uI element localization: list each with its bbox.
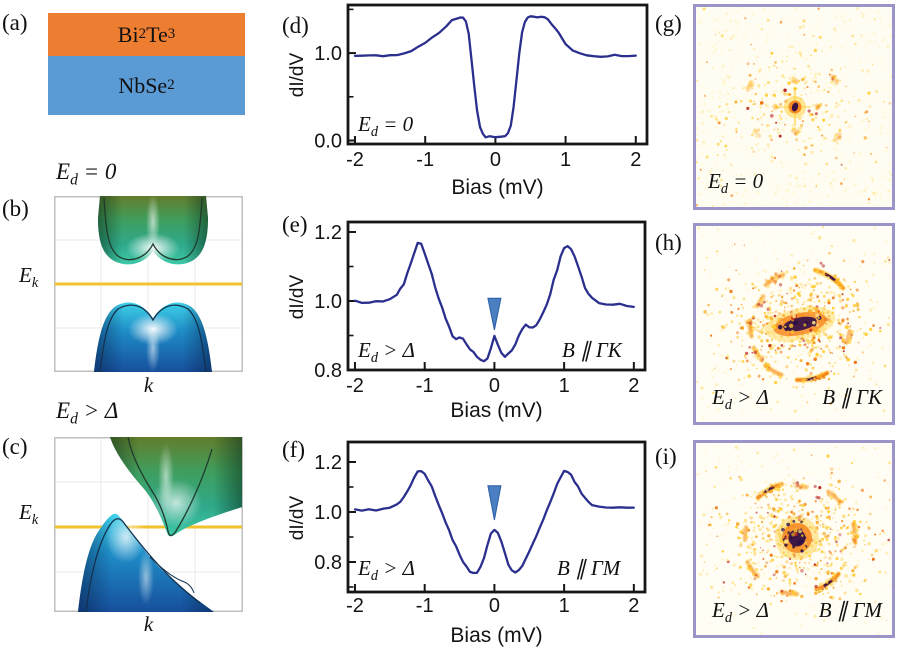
svg-text:Bias (mV): Bias (mV)	[451, 176, 543, 199]
bi2te3-layer: Bi 2 Te 3	[48, 13, 245, 56]
tilted-conduction-band	[110, 436, 242, 537]
zero-bias-arrow	[487, 297, 502, 331]
panel-label-d: (d)	[282, 13, 309, 38]
panel-b-ylabel: Ek	[19, 263, 39, 292]
band-diagram-b	[54, 194, 243, 373]
svg-text:0: 0	[490, 149, 501, 171]
didv-curve	[353, 241, 635, 363]
panel-c-ylabel: Ek	[19, 500, 39, 529]
band-diagram-c	[54, 436, 243, 613]
svg-text:Bias (mV): Bias (mV)	[450, 399, 542, 422]
fft-map-h-svg	[696, 226, 892, 422]
didv-curve	[353, 15, 637, 139]
nbse2-text: NbSe	[118, 72, 168, 98]
fft-h-annotation-field: B ∥ ΓK	[822, 384, 882, 409]
zero-bias-arrow	[487, 485, 502, 521]
svg-text:0: 0	[489, 595, 500, 617]
didv-plot-f: -2 -1 0 1 2 0.8 1.0 1.2 Bias (mV)	[314, 440, 647, 647]
svg-text:1: 1	[559, 375, 570, 397]
svg-text:Bias (mV): Bias (mV)	[450, 624, 542, 647]
svg-text:1.0: 1.0	[314, 502, 342, 524]
didv-curve	[353, 469, 635, 575]
fft-map-i-svg	[696, 443, 892, 635]
fft-i-annotation-ed: Ed > Δ	[712, 597, 769, 626]
panel-label-i: (i)	[655, 444, 677, 469]
svg-text:0.8: 0.8	[314, 360, 342, 382]
tilted-valence-band	[78, 511, 214, 613]
didv-plot-e: -2 -1 0 1 2 0.8 1.0 1.2 Bias (mV)	[314, 220, 647, 422]
svg-text:2: 2	[628, 375, 639, 397]
didv-plot-d: -2 -1 0 1 2 0.0 1.0 Bias (mV)	[314, 3, 649, 199]
band-diagram-c-svg	[54, 436, 243, 613]
material-stack: Bi 2 Te 3 NbSe 2	[48, 13, 245, 115]
fft-map-g-svg	[696, 7, 892, 207]
annotation-ed-e: Ed > Δ	[358, 338, 415, 367]
fft-g-annotation: Ed = 0	[708, 168, 764, 197]
panel-label-b: (b)	[2, 196, 29, 221]
svg-text:-2: -2	[346, 375, 364, 397]
panel-c-title: Ed > Δ	[56, 398, 119, 428]
fft-central-peak	[775, 516, 819, 560]
panel-label-e: (e)	[282, 212, 308, 237]
panel-b-xlabel: k	[143, 373, 154, 397]
panel-label-g: (g)	[655, 11, 682, 36]
svg-text:1: 1	[560, 149, 571, 171]
fft-map-g: Ed = 0	[693, 4, 895, 210]
svg-text:0: 0	[489, 375, 500, 397]
annotation-field-gk-e: B ∥ ΓK	[562, 338, 622, 362]
svg-text:-2: -2	[346, 149, 364, 171]
svg-text:0.8: 0.8	[314, 552, 342, 574]
annotation-ed-f: Ed > Δ	[358, 556, 415, 585]
svg-text:1.2: 1.2	[314, 452, 342, 474]
nbse2-layer: NbSe 2	[48, 56, 245, 115]
valence-band	[94, 302, 212, 373]
didv-chart-d: -2 -1 0 1 2 0.0 1.0 Bias (mV) (d) dI/dV Ed = 0	[281, 0, 655, 205]
didv-chart-f: -2 -1 0 1 2 0.8 1.0 1.2 Bias (mV) (f) dI/dV Ed >…	[281, 430, 655, 653]
svg-text:1: 1	[559, 595, 570, 617]
svg-text:-1: -1	[416, 595, 434, 617]
annotation-ed0-d: Ed = 0	[358, 112, 414, 141]
conduction-band	[98, 194, 208, 265]
svg-text:0.0: 0.0	[314, 131, 342, 153]
svg-text:1.0: 1.0	[314, 291, 342, 313]
didv-axis-label-f: dI/dV	[287, 495, 308, 541]
didv-axis-label-e: dI/dV	[287, 274, 308, 320]
panel-b-title: Ed = 0	[56, 159, 117, 189]
panel-label-c: (c)	[2, 434, 28, 459]
svg-text:-1: -1	[416, 375, 434, 397]
didv-chart-e: -2 -1 0 1 2 0.8 1.0 1.2 Bias (mV) (e) dI/dV Ed >…	[281, 205, 655, 430]
fft-map-i: Ed > Δ B ∥ ΓM	[693, 440, 895, 638]
panel-c-xlabel: k	[143, 612, 154, 636]
svg-text:1.0: 1.0	[314, 43, 342, 65]
panel-label-h: (h)	[655, 230, 682, 255]
fft-map-h: Ed > Δ B ∥ ΓK	[693, 223, 895, 425]
svg-text:2: 2	[630, 149, 641, 171]
annotation-field-gm-f: B ∥ ΓM	[557, 556, 621, 580]
band-diagram-b-svg	[54, 194, 243, 373]
didv-axis-label-d: dI/dV	[287, 52, 308, 98]
svg-text:-2: -2	[346, 595, 364, 617]
svg-text:-1: -1	[416, 149, 434, 171]
fft-central-peak	[779, 88, 811, 126]
panel-label-f: (f)	[282, 437, 305, 462]
fft-i-annotation-field: B ∥ ΓM	[818, 597, 882, 622]
fft-central-peak	[764, 306, 836, 342]
svg-text:2: 2	[628, 595, 639, 617]
bi2te3-text: Bi	[117, 21, 139, 47]
svg-text:1.2: 1.2	[314, 222, 342, 244]
fft-h-annotation-ed: Ed > Δ	[712, 384, 769, 413]
panel-label-a: (a)	[2, 10, 28, 35]
